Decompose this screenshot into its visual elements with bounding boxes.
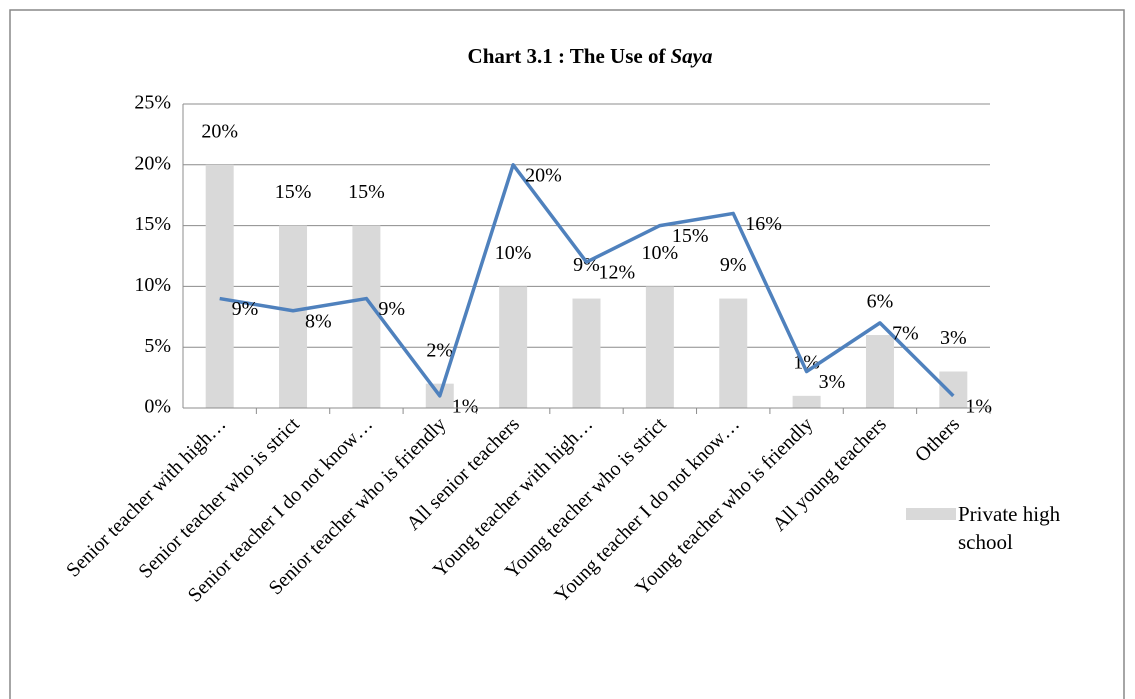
bar-value-label: 9% bbox=[720, 254, 747, 276]
line-value-label: 9% bbox=[232, 298, 259, 320]
line-value-label: 9% bbox=[378, 298, 405, 320]
title-text: Chart 3.1 : The Use of bbox=[468, 44, 667, 68]
title-emphasis: Saya bbox=[670, 44, 712, 68]
y-tick-label: 25% bbox=[134, 92, 171, 114]
y-tick-label: 15% bbox=[134, 213, 171, 235]
line-value-label: 20% bbox=[525, 164, 562, 186]
bar-value-label: 10% bbox=[495, 242, 532, 264]
line-value-label: 15% bbox=[672, 225, 709, 247]
bar bbox=[792, 395, 821, 408]
bar bbox=[499, 286, 528, 408]
bar-value-label: 20% bbox=[201, 120, 238, 142]
bar-value-label: 15% bbox=[275, 181, 312, 203]
line-value-label: 8% bbox=[305, 310, 332, 332]
bar bbox=[352, 225, 381, 408]
bar bbox=[645, 286, 674, 408]
bar bbox=[572, 298, 601, 408]
line-value-label: 3% bbox=[819, 371, 846, 393]
bar bbox=[719, 298, 748, 408]
bar bbox=[279, 225, 308, 408]
chart-border bbox=[9, 9, 1125, 699]
y-tick-label: 5% bbox=[144, 335, 171, 357]
bar bbox=[205, 164, 234, 408]
line-value-label: 1% bbox=[965, 395, 992, 417]
bar bbox=[865, 335, 894, 408]
legend-swatch bbox=[906, 508, 956, 520]
chart-title: Chart 3.1 : The Use of Saya bbox=[468, 44, 713, 68]
bar-value-label: 15% bbox=[348, 181, 385, 203]
bar-value-label: 3% bbox=[940, 327, 967, 349]
bar-value-label: 2% bbox=[426, 339, 453, 361]
y-tick-label: 10% bbox=[134, 274, 171, 296]
line-value-label: 7% bbox=[892, 322, 919, 344]
y-tick-label: 20% bbox=[134, 152, 171, 174]
bar-value-label: 10% bbox=[642, 242, 679, 264]
y-tick-label: 0% bbox=[144, 396, 171, 418]
line bbox=[219, 163, 955, 398]
line-value-label: 1% bbox=[452, 395, 479, 417]
bar-value-label: 6% bbox=[867, 291, 894, 313]
line-value-label: 16% bbox=[745, 213, 782, 235]
legend-label: Private high school bbox=[958, 502, 1061, 554]
bar bbox=[939, 371, 968, 408]
line-value-label: 12% bbox=[599, 262, 636, 284]
